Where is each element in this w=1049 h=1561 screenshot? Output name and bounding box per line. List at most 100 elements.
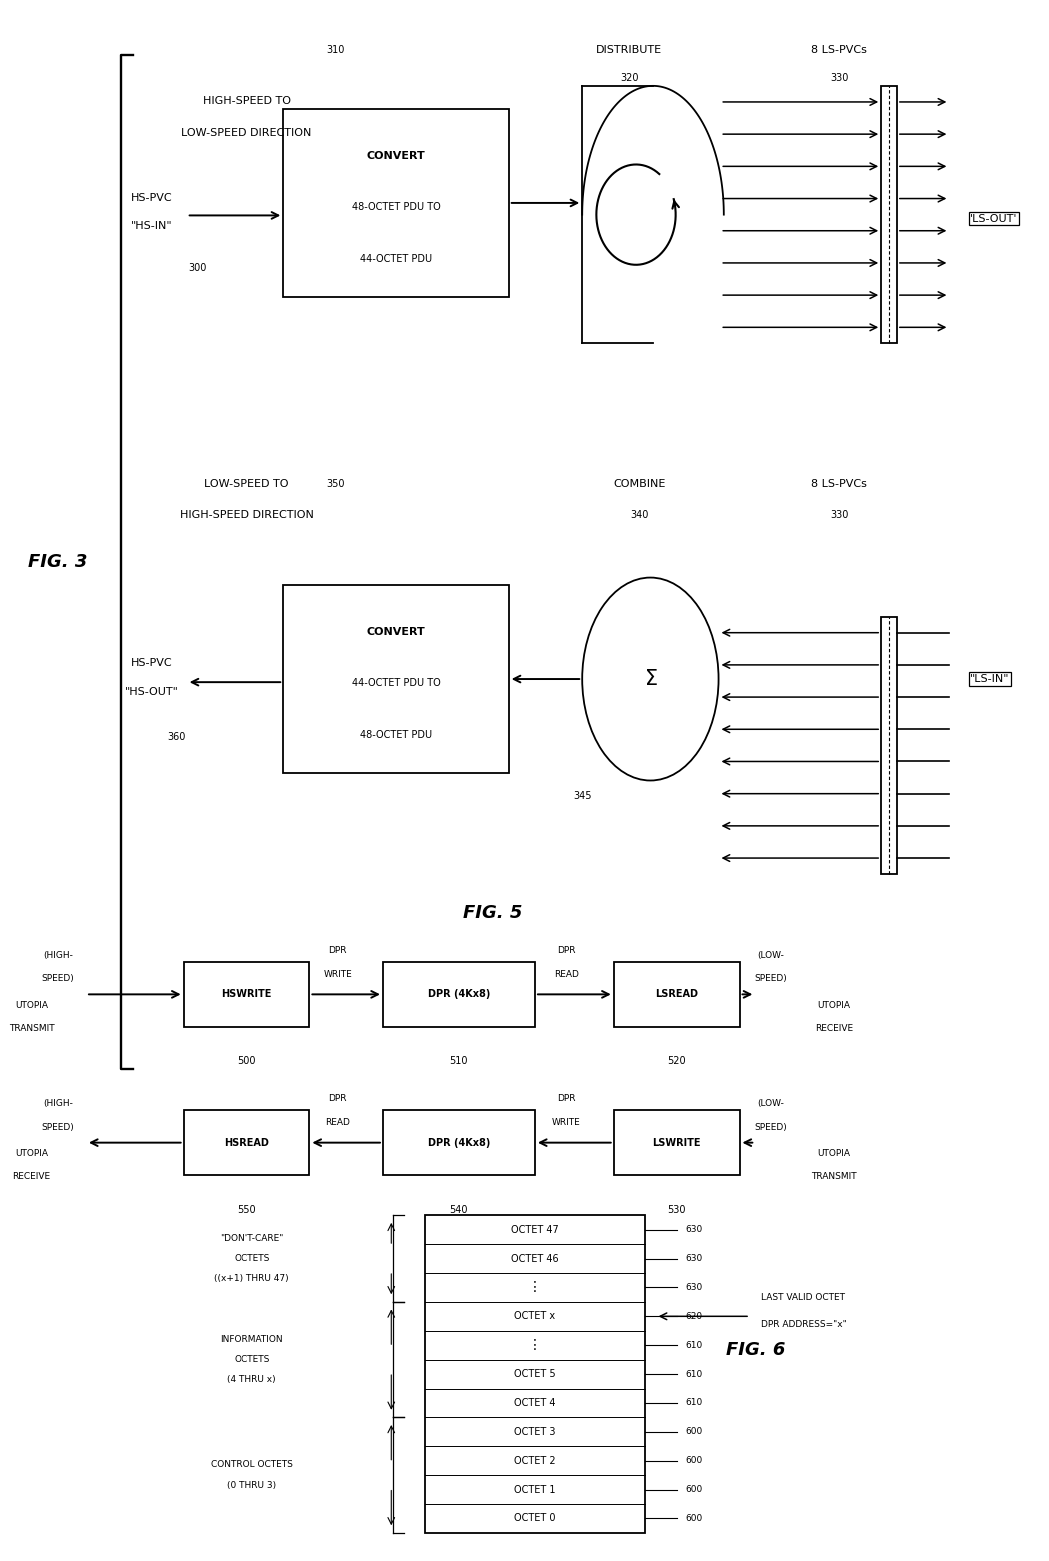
Text: 600: 600 [685,1427,702,1436]
Text: 620: 620 [685,1311,702,1321]
Text: 610: 610 [685,1399,702,1408]
Text: TRANSMIT: TRANSMIT [8,1024,55,1033]
Bar [184,1110,309,1175]
Text: 300: 300 [188,264,207,273]
Bar [184,962,309,1027]
Text: DPR: DPR [557,1094,576,1104]
Text: DISTRIBUTE: DISTRIBUTE [596,45,663,55]
Text: HSWRITE: HSWRITE [221,990,272,999]
Text: 510: 510 [450,1057,468,1066]
Text: FIG. 5: FIG. 5 [464,904,522,923]
Text: DPR: DPR [328,1094,347,1104]
Text: 600: 600 [685,1456,702,1466]
Text: LSREAD: LSREAD [656,990,698,999]
Text: 500: 500 [237,1057,256,1066]
Text: LSWRITE: LSWRITE [652,1138,701,1147]
Text: UTOPIA: UTOPIA [15,1001,48,1010]
Text: 550: 550 [237,1205,256,1214]
Text: "LS-IN": "LS-IN" [970,674,1010,684]
Text: LAST VALID OCTET: LAST VALID OCTET [761,1293,844,1302]
Text: 600: 600 [685,1485,702,1494]
Text: 320: 320 [620,73,639,83]
Text: 340: 340 [630,510,649,520]
Text: HS-PVC: HS-PVC [131,659,173,668]
Text: $\Sigma$: $\Sigma$ [643,670,658,688]
Text: (LOW-: (LOW- [757,951,785,960]
Text: DPR (4Kx8): DPR (4Kx8) [428,1138,490,1147]
Text: "HS-OUT": "HS-OUT" [125,687,179,696]
Text: OCTET x: OCTET x [514,1311,556,1321]
Text: WRITE: WRITE [323,969,352,979]
Text: OCTET 4: OCTET 4 [514,1399,556,1408]
Text: CONVERT: CONVERT [366,628,426,637]
Text: ⋮: ⋮ [528,1280,542,1294]
Text: 630: 630 [685,1283,702,1293]
Text: 630: 630 [685,1225,702,1235]
Text: UTOPIA: UTOPIA [817,1149,851,1158]
Bar [425,1214,645,1533]
Bar [614,962,740,1027]
Text: 610: 610 [685,1341,702,1350]
Text: DPR: DPR [557,946,576,955]
Text: FIG. 3: FIG. 3 [28,553,87,571]
Text: OCTET 0: OCTET 0 [514,1514,556,1524]
Text: OCTETS: OCTETS [234,1253,270,1263]
Text: 630: 630 [685,1253,702,1263]
Text: OCTET 46: OCTET 46 [511,1253,559,1263]
Text: SPEED): SPEED) [41,974,74,983]
Text: OCTET 1: OCTET 1 [514,1485,556,1494]
Bar [383,962,535,1027]
Text: FIG. 6: FIG. 6 [726,1341,785,1360]
Text: 8 LS-PVCs: 8 LS-PVCs [811,45,868,55]
Text: 610: 610 [685,1369,702,1378]
Text: LOW-SPEED DIRECTION: LOW-SPEED DIRECTION [181,128,312,137]
Text: TRANSMIT: TRANSMIT [811,1172,857,1182]
Text: 540: 540 [450,1205,468,1214]
Text: UTOPIA: UTOPIA [15,1149,48,1158]
Text: 600: 600 [685,1514,702,1524]
Text: READ: READ [554,969,579,979]
Text: WRITE: WRITE [552,1118,581,1127]
Text: 330: 330 [830,73,849,83]
Text: 'LS-OUT': 'LS-OUT' [970,214,1018,223]
Text: OCTETS: OCTETS [234,1355,270,1364]
Text: RECEIVE: RECEIVE [13,1172,50,1182]
Text: INFORMATION: INFORMATION [220,1335,283,1344]
Text: (HIGH-: (HIGH- [43,1099,72,1108]
Text: OCTET 2: OCTET 2 [514,1456,556,1466]
Text: 48-OCTET PDU TO: 48-OCTET PDU TO [351,201,441,212]
Text: 48-OCTET PDU: 48-OCTET PDU [360,731,432,740]
Bar [383,1110,535,1175]
Bar [283,109,509,297]
Text: (LOW-: (LOW- [757,1099,785,1108]
Text: HIGH-SPEED TO: HIGH-SPEED TO [202,97,291,106]
Text: (0 THRU 3): (0 THRU 3) [228,1481,276,1489]
Text: 330: 330 [830,510,849,520]
Text: DPR ADDRESS="x": DPR ADDRESS="x" [761,1319,847,1328]
Text: HIGH-SPEED DIRECTION: HIGH-SPEED DIRECTION [179,510,314,520]
Text: 345: 345 [573,791,592,801]
Text: RECEIVE: RECEIVE [815,1024,853,1033]
Text: (HIGH-: (HIGH- [43,951,72,960]
Text: LOW-SPEED TO: LOW-SPEED TO [205,479,288,489]
Text: 44-OCTET PDU: 44-OCTET PDU [360,254,432,264]
Text: UTOPIA: UTOPIA [817,1001,851,1010]
Bar [881,86,897,343]
Text: (4 THRU x): (4 THRU x) [228,1375,276,1385]
Text: OCTET 5: OCTET 5 [514,1369,556,1378]
Text: ((x+1) THRU 47): ((x+1) THRU 47) [214,1274,290,1283]
Text: "HS-IN": "HS-IN" [131,222,173,231]
Text: COMBINE: COMBINE [614,479,666,489]
Text: 530: 530 [667,1205,686,1214]
Text: 520: 520 [667,1057,686,1066]
Text: OCTET 47: OCTET 47 [511,1225,559,1235]
Bar [283,585,509,773]
Text: SPEED): SPEED) [754,974,788,983]
Text: SPEED): SPEED) [41,1122,74,1132]
Text: 8 LS-PVCs: 8 LS-PVCs [811,479,868,489]
Text: 360: 360 [167,732,186,741]
Bar [614,1110,740,1175]
Bar [881,617,897,874]
Text: ⋮: ⋮ [528,1338,542,1352]
Text: "DON'T-CARE": "DON'T-CARE" [220,1233,283,1243]
